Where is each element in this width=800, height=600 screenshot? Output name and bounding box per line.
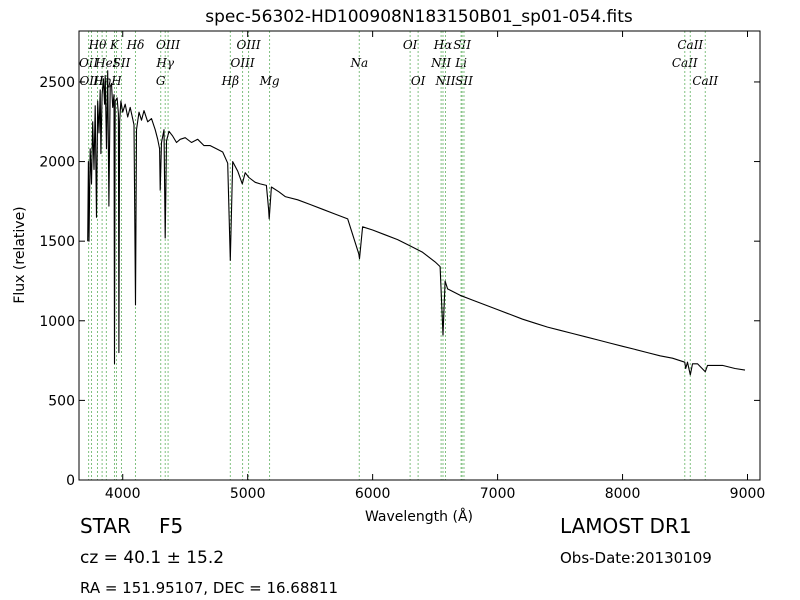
marker-label: K	[109, 38, 120, 52]
marker-label: NII	[434, 74, 455, 88]
emission-line-markers: OIIOIIIHθHηHeIKHSIIHδGHγOIIIHβOIIIOIIIMg…	[79, 31, 718, 480]
marker-label: Hδ	[126, 38, 145, 52]
x-tick-label: 7000	[480, 486, 516, 502]
marker-label: CaII	[692, 74, 718, 88]
plot-frame	[78, 30, 761, 481]
y-tick-label: 0	[66, 473, 75, 489]
marker-label: OIII	[231, 56, 255, 70]
coordinates: RA = 151.95107, DEC = 16.68811	[80, 579, 339, 597]
chart-title: spec-56302-HD100908N183150B01_sp01-054.f…	[205, 7, 633, 27]
marker-label: Hθ	[88, 38, 107, 52]
marker-label: Mg	[259, 74, 280, 88]
x-tick-label: 8000	[605, 486, 641, 502]
marker-label: SII	[453, 38, 471, 52]
redshift-cz: cz = 40.1 ± 15.2	[80, 548, 225, 568]
x-tick-label: 4000	[105, 486, 141, 502]
marker-label: SII	[455, 74, 473, 88]
y-tick-label: 2000	[39, 155, 75, 171]
marker-label: Hα	[433, 38, 453, 52]
marker-label: SII	[113, 56, 131, 70]
x-tick-label: 6000	[355, 486, 391, 502]
marker-label: NII	[430, 56, 451, 70]
object-class: STAR	[80, 514, 131, 538]
spectrum-line	[87, 70, 746, 376]
marker-label: OIII	[156, 38, 180, 52]
marker-label: Li	[454, 56, 467, 70]
marker-label: Hη	[92, 74, 111, 88]
marker-label: OIII	[237, 38, 261, 52]
subclass: F5	[159, 514, 184, 538]
marker-label: OI	[403, 38, 418, 52]
marker-label: OII	[79, 56, 99, 70]
marker-label: CaII	[672, 56, 698, 70]
marker-label: OI	[411, 74, 426, 88]
y-axis-ticks: 0 500 1000 1500 2000 2500	[39, 75, 760, 489]
x-tick-label: 9000	[730, 486, 766, 502]
survey-name: LAMOST DR1	[560, 514, 692, 538]
y-axis-label: Flux (relative)	[12, 206, 28, 303]
y-tick-label: 1500	[39, 234, 75, 250]
marker-label: G	[156, 74, 166, 88]
observation-date: Obs-Date:20130109	[560, 549, 712, 567]
marker-label: Hγ	[155, 56, 174, 70]
x-axis-ticks: 4000 5000 6000 7000 8000 9000	[105, 31, 765, 502]
x-tick-label: 5000	[230, 486, 266, 502]
x-axis-label: Wavelength (Å)	[365, 508, 473, 525]
y-tick-label: 500	[48, 393, 75, 409]
marker-label: Na	[349, 56, 368, 70]
y-tick-label: 2500	[39, 75, 75, 91]
marker-label: CaII	[677, 38, 703, 52]
marker-label: HeI	[94, 56, 118, 70]
y-tick-label: 1000	[39, 314, 75, 330]
marker-label: H	[110, 74, 122, 88]
marker-label: Hβ	[221, 74, 239, 88]
